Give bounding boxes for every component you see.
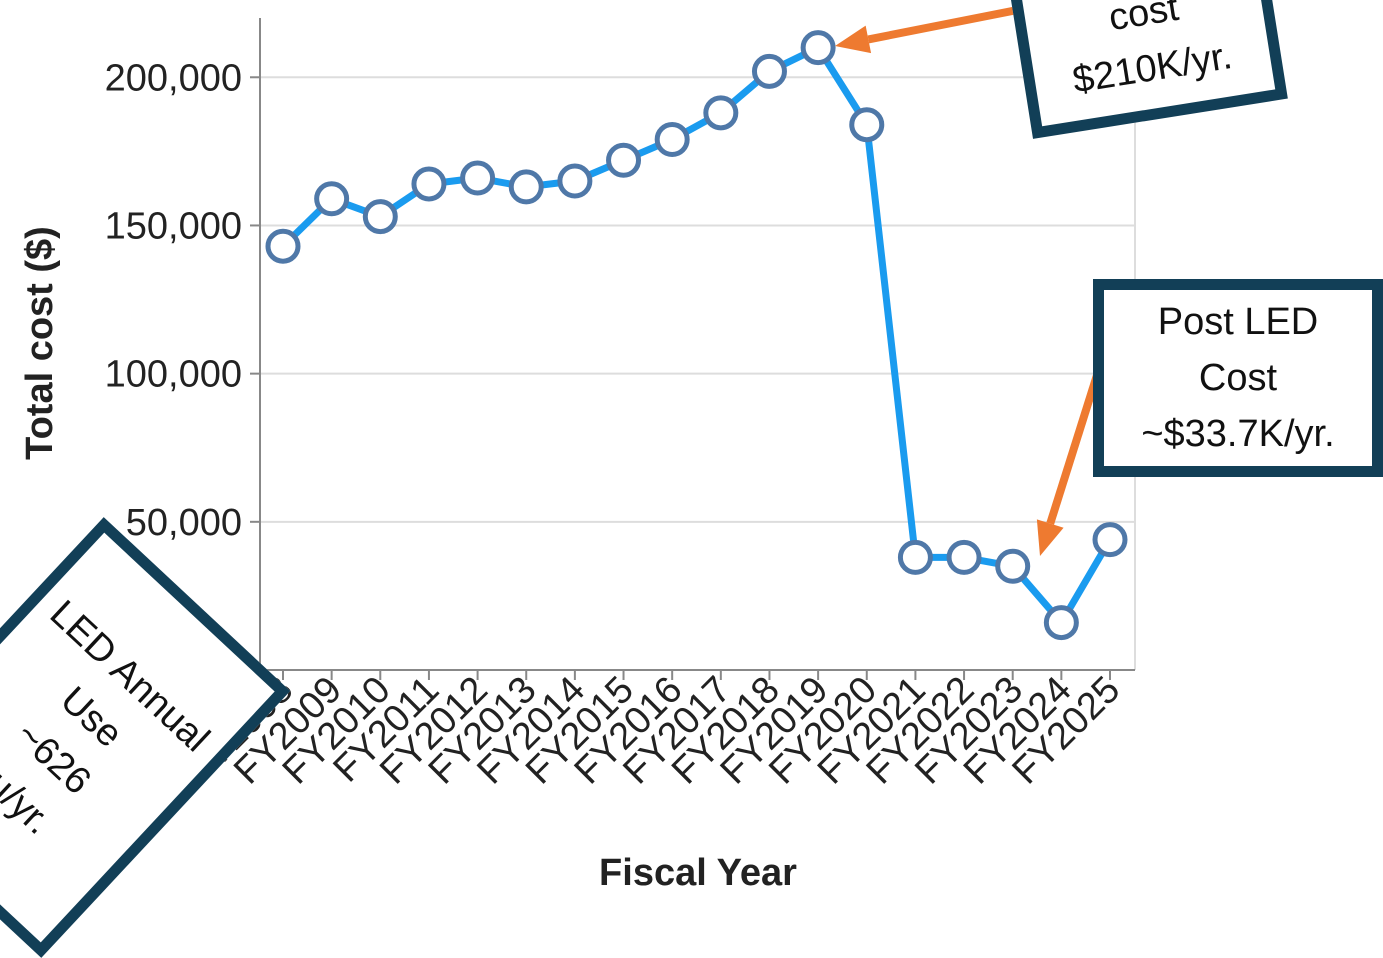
data-point	[557, 163, 593, 199]
data-point	[995, 548, 1031, 584]
gridlines	[260, 76, 1135, 523]
data-point	[460, 160, 496, 196]
data-point	[800, 30, 836, 66]
data-point	[946, 539, 982, 575]
y-tick-label: 200,000	[105, 57, 242, 99]
x-axis: FY2008FY2009FY2010FY2011FY2012FY2013FY20…	[178, 669, 1129, 793]
data-point	[314, 181, 350, 217]
x-axis-title: Fiscal Year	[599, 852, 797, 892]
series-line	[280, 44, 1114, 627]
data-point	[508, 169, 544, 205]
series-total-cost	[265, 30, 1128, 641]
y-tick-label: 50,000	[126, 502, 242, 544]
data-point	[411, 166, 447, 202]
data-point	[654, 122, 690, 158]
annotation-line: Cost	[1198, 357, 1278, 399]
data-point	[751, 53, 787, 89]
data-point	[849, 107, 885, 143]
annotation-post-led-cost: Post LED Cost ~$33.7K/yr.	[1093, 279, 1383, 477]
arrow-head	[835, 25, 872, 54]
data-point	[265, 228, 301, 264]
annotation-line: Post LED	[1157, 301, 1319, 343]
data-point	[1092, 522, 1128, 558]
arrow-shaft	[1046, 370, 1102, 525]
annotation-line: $210K/yr.	[1069, 35, 1236, 102]
y-tick-label: 150,000	[105, 205, 242, 247]
arrow-head	[1036, 519, 1064, 556]
data-point	[703, 95, 739, 131]
annotation-line: ~$33.7K/yr.	[1141, 413, 1335, 455]
data-point	[362, 199, 398, 235]
y-tick-label: 100,000	[105, 354, 242, 396]
arrow-to-post-led-cost	[1036, 370, 1102, 556]
y-axis-title: Total cost ($)	[19, 226, 61, 460]
data-point	[606, 142, 642, 178]
data-point	[897, 539, 933, 575]
data-point	[1043, 605, 1079, 641]
